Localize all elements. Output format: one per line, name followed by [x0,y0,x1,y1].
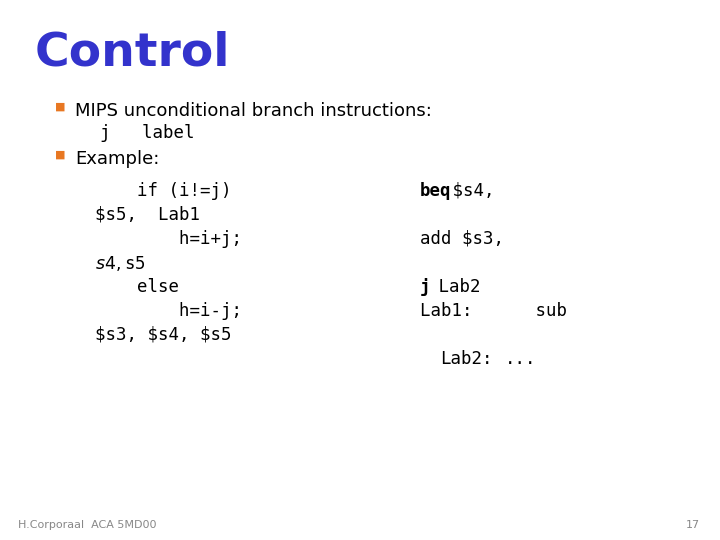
Text: h=i+j;: h=i+j; [95,230,242,248]
Text: $s4, $s5: $s4, $s5 [95,254,145,273]
Text: ■: ■ [55,150,66,160]
Text: j: j [420,278,431,296]
Text: add $s3,: add $s3, [420,230,504,248]
Text: ...: ... [505,350,536,368]
Text: if (i!=j): if (i!=j) [95,182,232,200]
Text: Control: Control [35,30,230,75]
Text: Lab2:: Lab2: [440,350,492,368]
Text: $s4,: $s4, [443,182,495,200]
Text: Lab2: Lab2 [428,278,480,296]
Text: beq: beq [420,182,451,200]
Text: $s3, $s4, $s5: $s3, $s4, $s5 [95,326,232,344]
Text: Lab1:      sub: Lab1: sub [420,302,567,320]
Text: Example:: Example: [75,150,159,168]
Text: MIPS unconditional branch instructions:: MIPS unconditional branch instructions: [75,102,432,120]
Text: else: else [95,278,179,296]
Text: 17: 17 [686,520,700,530]
Text: j   label: j label [100,124,194,142]
Text: H.Corporaal  ACA 5MD00: H.Corporaal ACA 5MD00 [18,520,156,530]
Text: h=i-j;: h=i-j; [95,302,242,320]
Text: ■: ■ [55,102,66,112]
Text: $s5,  Lab1: $s5, Lab1 [95,206,200,224]
